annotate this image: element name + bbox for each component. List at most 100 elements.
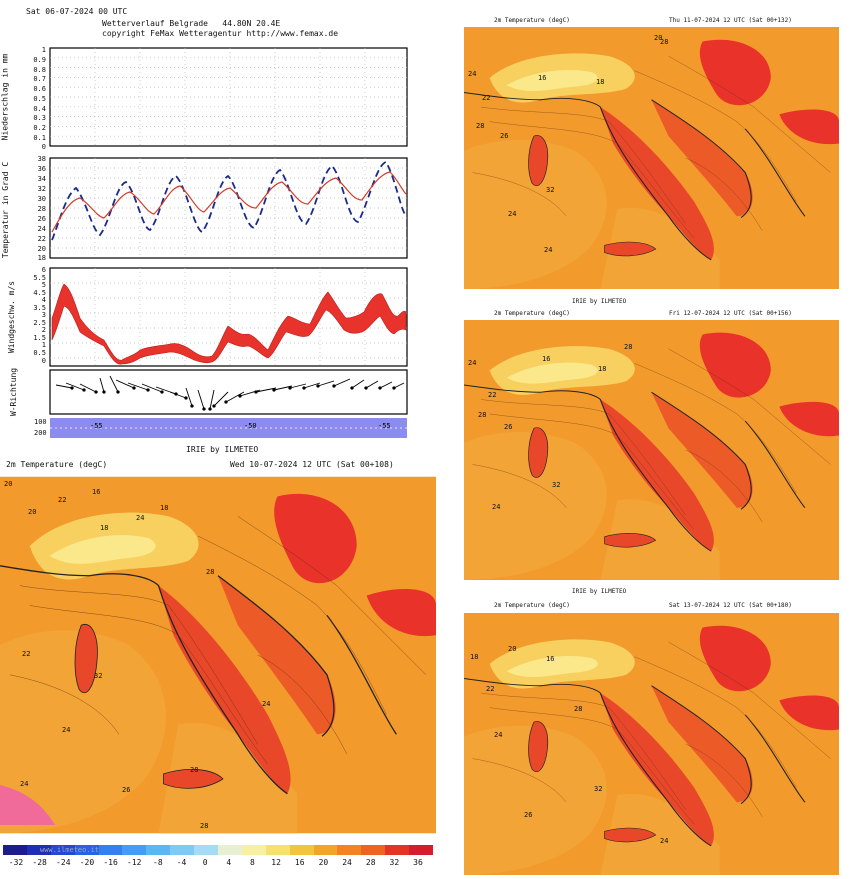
colorbar-tick: 4 xyxy=(226,858,232,867)
precip-tick: 0.5 xyxy=(33,95,46,103)
colorbar-tick: 16 xyxy=(294,858,305,867)
temp-tick: 26 xyxy=(37,215,46,223)
map-value-label: 24 xyxy=(20,780,29,788)
precip-frame xyxy=(49,47,408,147)
bottom-tick: 200 xyxy=(34,429,47,437)
map-value-label: 28 xyxy=(574,705,583,713)
colorbar-swatch xyxy=(26,845,51,855)
direction-ylabel: W-Richtung xyxy=(9,367,19,417)
colorbar-tick: 28 xyxy=(365,858,376,867)
bottom-tick: 100 xyxy=(34,418,47,426)
precip-tick: 0 xyxy=(41,143,46,151)
temp-tick: 20 xyxy=(37,245,46,253)
precip-tick: 0.6 xyxy=(33,85,46,93)
precip-tick: 0.1 xyxy=(33,134,46,142)
colorbar-tick: 20 xyxy=(318,858,329,867)
map-value-label: 20 xyxy=(508,645,517,653)
map-value-label: 32 xyxy=(594,785,603,793)
map-value-label: 32 xyxy=(94,672,103,680)
map-value-label: 18 xyxy=(598,365,607,373)
temp-ylabel: Temperatur in Grad C xyxy=(1,161,11,259)
colorbar xyxy=(3,845,434,855)
colorbar-swatch xyxy=(3,845,27,855)
colorbar-swatch xyxy=(218,845,242,855)
precip-tick: 0.9 xyxy=(33,56,46,64)
wind-tick: 2.5 xyxy=(33,319,46,327)
map-value-label: 20 xyxy=(4,480,13,488)
map-value-label: 18 xyxy=(596,78,605,86)
colorbar-swatch xyxy=(289,845,314,855)
temp-frame xyxy=(49,157,408,259)
wind-tick: 0.5 xyxy=(33,349,46,357)
map-variable: 2m Temperature (degC) xyxy=(494,602,570,609)
map-value-label: 18 xyxy=(160,504,169,512)
colorbar-tick: -4 xyxy=(176,858,187,867)
map-value-label: 22 xyxy=(22,650,31,658)
map-valid-time: Wed 10-07-2024 12 UTC (Sat 00+108) xyxy=(230,460,394,469)
colorbar-tick: 0 xyxy=(202,858,208,867)
colorbar-swatch xyxy=(337,845,362,855)
temp-tick: 34 xyxy=(37,175,46,183)
colorbar-swatch xyxy=(409,845,434,855)
map-title: IRIE by ILMETEO xyxy=(572,298,627,305)
colorbar-tick: 24 xyxy=(342,858,352,867)
colorbar-swatch xyxy=(361,845,386,855)
wind-tick: 5.5 xyxy=(33,274,46,282)
map-panel-sat: IRIE by ILMETEO 2m Temperature (degC) Sa… xyxy=(464,585,839,875)
wind-tick: 3 xyxy=(41,311,46,319)
map-value-label: 20 xyxy=(654,34,663,42)
map-value-label: 26 xyxy=(524,811,533,819)
colorbar-swatch xyxy=(74,845,99,855)
map-value-label: 26 xyxy=(500,132,509,140)
map-valid-time: Sat 13-07-2024 12 UTC (Sat 00+180) xyxy=(669,602,792,609)
meteogram-run-date: Sat 06-07-2024 00 UTC xyxy=(26,7,128,16)
map-value-label: 26 xyxy=(122,786,131,794)
map-value-label: 28 xyxy=(476,122,485,130)
temp-tick: 38 xyxy=(37,155,46,163)
colorbar-tick: -16 xyxy=(103,858,118,867)
colorbar-tick: -12 xyxy=(127,858,142,867)
map-panel-fri: IRIE by ILMETEO 2m Temperature (degC) Fr… xyxy=(464,295,839,580)
wind-tick: 1.5 xyxy=(33,334,46,342)
map-value-label: 28 xyxy=(624,343,633,351)
temp-tick: 18 xyxy=(37,254,46,262)
map-value-label: 28 xyxy=(206,568,215,576)
map-image-fri xyxy=(464,320,839,580)
map-variable: 2m Temperature (degC) xyxy=(494,17,570,24)
colorbar-tick: -20 xyxy=(79,858,95,867)
temp-tick: 28 xyxy=(37,205,46,213)
map-value-label: 28 xyxy=(190,766,199,774)
map-value-label: 24 xyxy=(262,700,271,708)
map-value-label: 24 xyxy=(494,731,503,739)
temp-tick: 30 xyxy=(37,195,46,203)
colorbar-swatch xyxy=(50,845,75,855)
map-image-wed xyxy=(0,475,436,835)
colorbar-swatch xyxy=(122,845,147,855)
map-panel-thu: 2m Temperature (degC) Thu 11-07-2024 12 … xyxy=(464,14,839,289)
precip-tick: 1 xyxy=(41,46,46,54)
colorbar-tick: -28 xyxy=(32,858,47,867)
colorbar-tick: -24 xyxy=(56,858,71,867)
wind-tick: 4.5 xyxy=(33,289,46,297)
temp-max-dashed-line xyxy=(51,160,407,241)
colorbar-swatch xyxy=(170,845,195,855)
wind-tick: 6 xyxy=(41,266,46,274)
direction-frame xyxy=(49,369,408,415)
map-value-label: 22 xyxy=(486,685,495,693)
meteogram-location: Wetterverlauf Belgrade 44.80N 20.4E xyxy=(102,19,281,28)
map-value-label: 22 xyxy=(488,391,497,399)
bottom-label: -55 xyxy=(90,422,103,430)
bottom-label: -50 xyxy=(244,422,257,430)
precip-tick: 0.2 xyxy=(33,124,46,132)
colorbar-swatch xyxy=(194,845,219,855)
map-value-label: 16 xyxy=(92,488,101,496)
colorbar-tick: 36 xyxy=(413,858,423,867)
wind-speed-band xyxy=(51,283,407,365)
wind-tick: 1 xyxy=(41,341,46,349)
bottom-band xyxy=(50,418,407,438)
precip-ylabel: Niederschlag in mm xyxy=(0,53,10,141)
map-pink-corner xyxy=(0,785,55,825)
colorbar-tick: -8 xyxy=(153,858,163,867)
map-value-label: 26 xyxy=(504,423,513,431)
map-image-thu xyxy=(464,27,839,289)
